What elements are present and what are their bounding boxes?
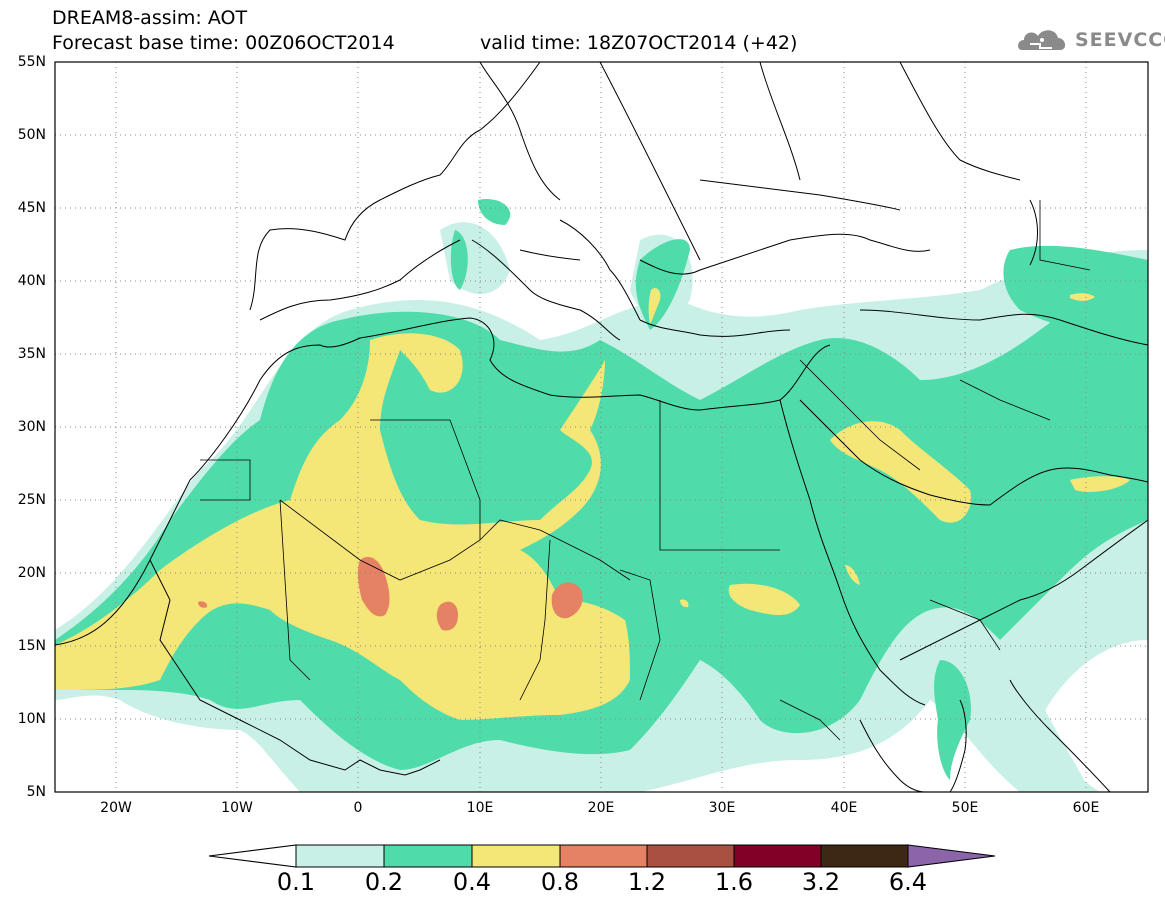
lat-label: 30N (17, 419, 46, 435)
colorbar-label: 3.2 (801, 868, 841, 896)
lon-label: 50E (951, 800, 979, 816)
country-borders (200, 200, 1091, 741)
colorbar-label: 1.6 (714, 868, 754, 896)
lon-label: 10W (221, 800, 253, 816)
lat-label: 55N (17, 54, 46, 70)
colorbar-label: 6.4 (888, 868, 928, 896)
colorbar-label: 0.8 (540, 868, 580, 896)
map-gridlines (55, 62, 1148, 792)
lon-label: 40E (830, 800, 858, 816)
valid-time: valid time: 18Z07OCT2014 (+42) (480, 32, 798, 54)
lat-label: 20N (17, 565, 46, 581)
lat-label: 50N (17, 127, 46, 143)
logo-text: SEEVCCC (1075, 29, 1165, 51)
lat-label: 25N (17, 492, 46, 508)
map-frame (54, 61, 1149, 793)
colorbar-label: 1.2 (627, 868, 667, 896)
lon-label: 10E (466, 800, 494, 816)
colorbar-label: 0.1 (276, 868, 316, 896)
title-line-1: DREAM8-assim: AOT (52, 7, 248, 29)
aot-layer-0.4 (55, 288, 1130, 720)
lon-label: 0 (353, 800, 363, 816)
lat-label: 15N (17, 638, 46, 654)
aot-layer-0.2 (55, 199, 1148, 780)
lat-label: 40N (17, 273, 46, 289)
coastlines (55, 62, 1148, 792)
lon-label: 20W (100, 800, 132, 816)
lat-label: 10N (17, 711, 46, 727)
lat-label: 45N (17, 200, 46, 216)
lat-label: 5N (26, 784, 46, 800)
lat-label: 35N (17, 346, 46, 362)
cloud-icon (1018, 30, 1066, 50)
lon-label: 30E (708, 800, 736, 816)
colorbar-label: 0.4 (452, 868, 492, 896)
lon-label: 60E (1072, 800, 1100, 816)
colorbar-label: 0.2 (364, 868, 404, 896)
aot-layer-0.8 (198, 556, 583, 631)
title-line-2: Forecast base time: 00Z06OCT2014 (52, 32, 395, 54)
lon-label: 20E (587, 800, 615, 816)
